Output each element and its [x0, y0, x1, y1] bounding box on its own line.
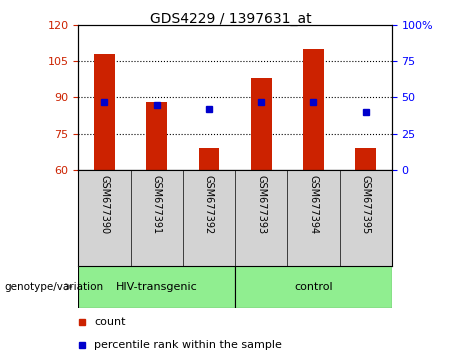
Bar [78, 266, 235, 308]
Bar [355, 148, 376, 170]
Text: GSM677390: GSM677390 [100, 175, 110, 234]
Text: GSM677393: GSM677393 [256, 175, 266, 234]
Bar [303, 49, 324, 170]
Text: GSM677394: GSM677394 [308, 175, 319, 234]
Text: GSM677395: GSM677395 [361, 175, 371, 234]
Text: control: control [294, 282, 333, 292]
Text: GDS4229 / 1397631_at: GDS4229 / 1397631_at [150, 12, 311, 27]
Bar [251, 78, 272, 170]
Bar [146, 102, 167, 170]
Bar [235, 266, 392, 308]
Text: GSM677391: GSM677391 [152, 175, 162, 234]
Text: HIV-transgenic: HIV-transgenic [116, 282, 198, 292]
Text: percentile rank within the sample: percentile rank within the sample [94, 340, 282, 350]
Text: count: count [94, 317, 125, 327]
Text: genotype/variation: genotype/variation [5, 282, 104, 292]
Bar [94, 54, 115, 170]
Text: GSM677392: GSM677392 [204, 175, 214, 234]
Bar [199, 148, 219, 170]
